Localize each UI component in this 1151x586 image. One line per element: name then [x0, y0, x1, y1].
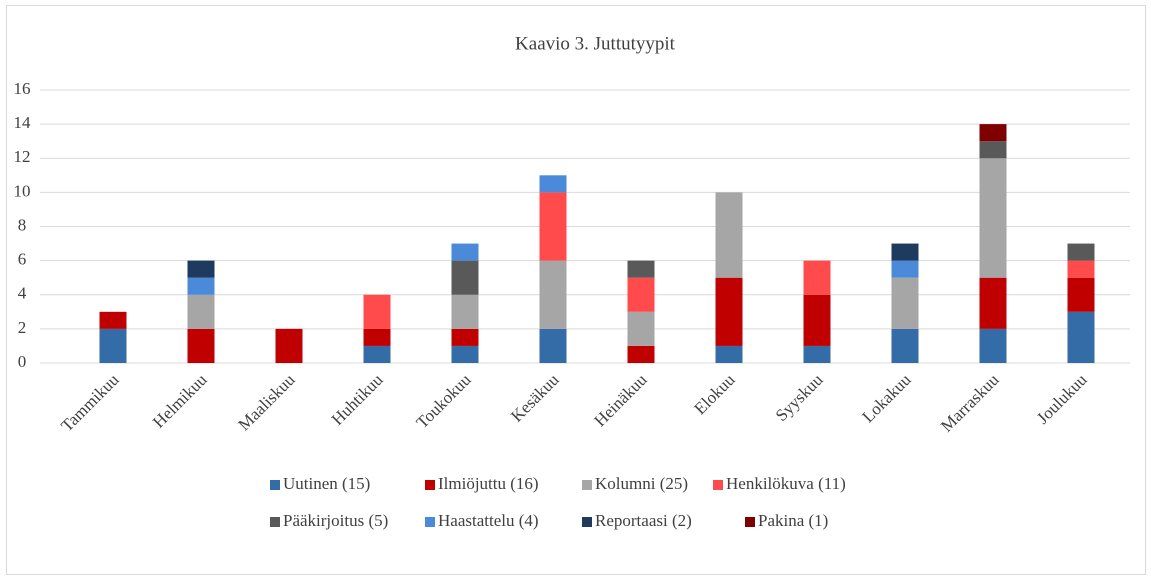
bar-segment [1067, 311, 1095, 363]
bar-segment [539, 328, 567, 363]
bar-segment [979, 277, 1007, 329]
legend-label: Reportaasi (2) [595, 511, 692, 530]
bar-segment [539, 175, 567, 193]
bar-segment [451, 345, 479, 363]
bar-segment [363, 345, 391, 363]
legend-label: Henkilökuva (11) [726, 474, 846, 493]
bar-segment [363, 328, 391, 346]
bar-segment [979, 158, 1007, 278]
bar-segment [891, 243, 919, 261]
bar-segment [187, 294, 215, 329]
bar-segment [539, 192, 567, 261]
bar-segment [627, 277, 655, 312]
bar-segment [803, 260, 831, 295]
legend-swatch [425, 480, 435, 490]
legend-swatch [582, 517, 592, 527]
y-tick-label: 16 [14, 79, 31, 98]
y-tick-label: 14 [14, 113, 32, 132]
chart-title: Kaavio 3. Juttutyypit [515, 33, 676, 54]
legend-label: Ilmiöjuttu (16) [438, 474, 539, 493]
chart-border [6, 5, 1146, 575]
legend-swatch [270, 480, 280, 490]
legend-swatch [270, 517, 280, 527]
y-tick-label: 0 [18, 352, 27, 371]
bar-segment [99, 311, 127, 329]
bar-segment [979, 124, 1007, 142]
bar-segment [891, 328, 919, 363]
bar-segment [1067, 243, 1095, 261]
bar-segment [627, 311, 655, 346]
legend-swatch [713, 480, 723, 490]
legend-label: Kolumni (25) [595, 474, 688, 493]
bar-segment [803, 345, 831, 363]
y-tick-label: 6 [18, 250, 27, 269]
legend-label: Uutinen (15) [283, 474, 370, 493]
legend-label: Pakina (1) [758, 511, 828, 530]
bar-segment [363, 294, 391, 329]
bar-segment [627, 260, 655, 278]
bar-segment [451, 294, 479, 329]
bar-segment [187, 260, 215, 278]
legend-swatch [425, 517, 435, 527]
y-tick-label: 4 [18, 284, 27, 303]
legend-label: Haastattelu (4) [438, 511, 539, 530]
y-tick-label: 12 [14, 147, 31, 166]
bar-segment [275, 328, 303, 363]
bar-segment [1067, 277, 1095, 312]
bar-segment [1067, 260, 1095, 278]
legend-swatch [745, 517, 755, 527]
y-tick-label: 8 [18, 215, 27, 234]
y-tick-label: 10 [14, 181, 31, 200]
bar-segment [627, 345, 655, 363]
bar-segment [539, 260, 567, 329]
bar-segment [99, 328, 127, 363]
bar-segment [451, 328, 479, 346]
bar-segment [451, 260, 479, 295]
bar-segment [187, 277, 215, 295]
bar-segment [715, 345, 743, 363]
bar-segment [891, 277, 919, 329]
bar-segment [187, 328, 215, 363]
bar-segment [803, 294, 831, 346]
bar-segment [979, 328, 1007, 363]
bar-segment [891, 260, 919, 278]
bar-segment [715, 192, 743, 278]
legend-swatch [582, 480, 592, 490]
bar-segment [451, 243, 479, 261]
y-tick-label: 2 [18, 318, 27, 337]
bar-segment [715, 277, 743, 346]
bar-segment [979, 141, 1007, 159]
legend-label: Pääkirjoitus (5) [283, 511, 388, 530]
